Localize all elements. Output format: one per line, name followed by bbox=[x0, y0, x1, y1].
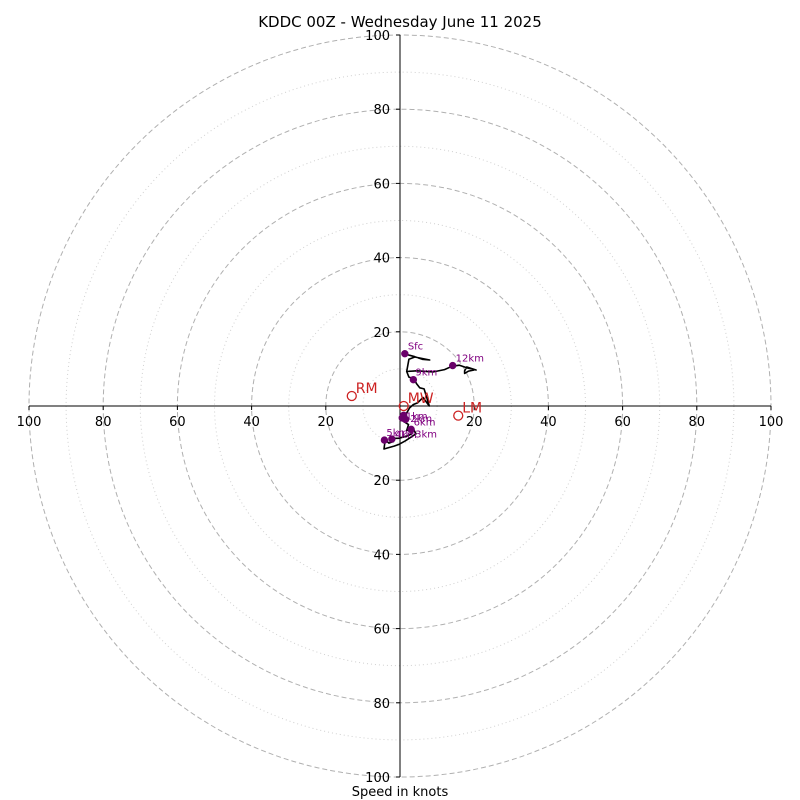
x-tick-label: 80 bbox=[95, 415, 112, 430]
storm-motion-label-LM: LM bbox=[462, 401, 482, 417]
storm-motion-RM bbox=[346, 390, 357, 402]
y-tick-label: 80 bbox=[373, 697, 390, 712]
storm-motion-label-RM: RM bbox=[356, 381, 378, 397]
hodograph-upper-trace bbox=[406, 364, 477, 375]
y-tick-label: 100 bbox=[365, 29, 390, 44]
height-marker-4km bbox=[388, 435, 396, 443]
y-tick-label: 60 bbox=[373, 177, 390, 192]
height-label-9km: 9km bbox=[415, 368, 437, 379]
height-label-5km: 5km bbox=[386, 428, 408, 439]
height-label-12km: 12km bbox=[456, 354, 484, 365]
speed-tick-labels: 100 80 60 40 20 20 40 60 80 100 100 80 60 40 20 20 40 60 8… bbox=[17, 29, 784, 786]
x-tick-label: 60 bbox=[614, 415, 631, 430]
height-label-3km: 3km bbox=[415, 429, 437, 440]
storm-motion-markers: RM LM MW bbox=[346, 381, 482, 421]
height-label-Sfc: Sfc bbox=[408, 342, 423, 353]
y-tick-label: 40 bbox=[373, 548, 390, 563]
x-tick-label: 60 bbox=[169, 415, 186, 430]
x-tick-label: 40 bbox=[243, 415, 260, 430]
height-label-4km: 4km bbox=[395, 430, 417, 441]
x-tick-label: 20 bbox=[466, 415, 483, 430]
height-label-6km: 6km bbox=[414, 417, 436, 428]
height-marker-3km bbox=[407, 425, 415, 434]
y-tick-label: 20 bbox=[373, 474, 390, 489]
storm-motion-label-MW: MW bbox=[408, 391, 434, 407]
height-marker-9km bbox=[409, 375, 418, 384]
y-tick-label: 60 bbox=[373, 623, 390, 638]
height-label-2km: 2km bbox=[410, 414, 432, 425]
x-tick-label: 40 bbox=[540, 415, 557, 430]
x-tick-label: 80 bbox=[689, 415, 706, 430]
height-marker-5km bbox=[380, 436, 389, 444]
chart-title: KDDC 00Z - Wednesday June 11 2025 bbox=[258, 13, 542, 31]
height-marker-Sfc bbox=[401, 349, 409, 358]
y-tick-label: 100 bbox=[365, 771, 390, 786]
storm-motion-MW bbox=[398, 400, 409, 412]
height-label-1km: 1km bbox=[406, 411, 428, 422]
x-axis-label: Speed in knots bbox=[352, 785, 449, 800]
x-tick-label: 20 bbox=[318, 415, 335, 430]
storm-motion-LM bbox=[453, 410, 464, 421]
x-tick-label: 100 bbox=[17, 415, 42, 430]
x-tick-label: 100 bbox=[759, 415, 784, 430]
hodograph-axes bbox=[29, 35, 771, 777]
y-tick-label: 80 bbox=[373, 103, 390, 118]
y-tick-label: 40 bbox=[373, 252, 390, 267]
height-marker-12km bbox=[448, 361, 457, 370]
height-marker-6km bbox=[401, 415, 410, 424]
y-tick-label: 20 bbox=[373, 326, 390, 341]
